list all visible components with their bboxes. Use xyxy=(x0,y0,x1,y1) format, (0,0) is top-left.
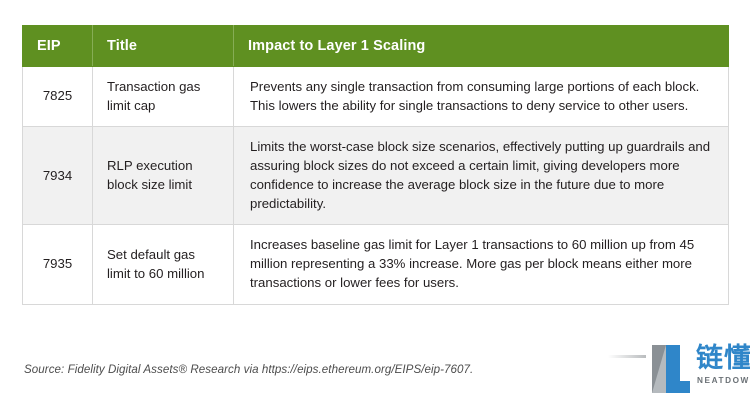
cell-eip-number: 7825 xyxy=(22,65,93,128)
cell-eip-impact: Increases baseline gas limit for Layer 1… xyxy=(233,224,729,305)
table-row: 7935 Set default gas limit to 60 million… xyxy=(22,224,729,305)
watermark-logo: 链懂 NEATDOWN.COM xyxy=(608,343,750,399)
header-row: EIP Title Impact to Layer 1 Scaling xyxy=(22,25,729,67)
column-header-impact: Impact to Layer 1 Scaling xyxy=(233,25,729,67)
table-row: 7934 RLP execution block size limit Limi… xyxy=(22,126,729,226)
watermark-rule xyxy=(608,355,646,358)
cell-eip-impact: Limits the worst-case block size scenari… xyxy=(233,126,729,226)
cell-eip-impact: Prevents any single transaction from con… xyxy=(233,65,729,128)
column-header-title: Title xyxy=(92,25,234,67)
cell-eip-title: Transaction gas limit cap xyxy=(92,65,234,128)
table-row: 7825 Transaction gas limit cap Prevents … xyxy=(22,65,729,128)
eip-impact-table: EIP Title Impact to Layer 1 Scaling 7825… xyxy=(22,25,729,305)
cell-eip-number: 7934 xyxy=(22,126,93,226)
watermark-domain: NEATDOWN.COM xyxy=(697,376,750,385)
neatdown-l-mark-icon xyxy=(652,345,690,393)
cell-eip-title: Set default gas limit to 60 million xyxy=(92,224,234,305)
watermark-brand-name: 链懂 xyxy=(696,343,750,374)
table-header: EIP Title Impact to Layer 1 Scaling xyxy=(22,25,729,67)
column-header-eip: EIP xyxy=(22,25,93,67)
cell-eip-number: 7935 xyxy=(22,224,93,305)
source-caption: Source: Fidelity Digital Assets® Researc… xyxy=(24,363,474,376)
table-body: 7825 Transaction gas limit cap Prevents … xyxy=(22,65,729,305)
cell-eip-title: RLP execution block size limit xyxy=(92,126,234,226)
